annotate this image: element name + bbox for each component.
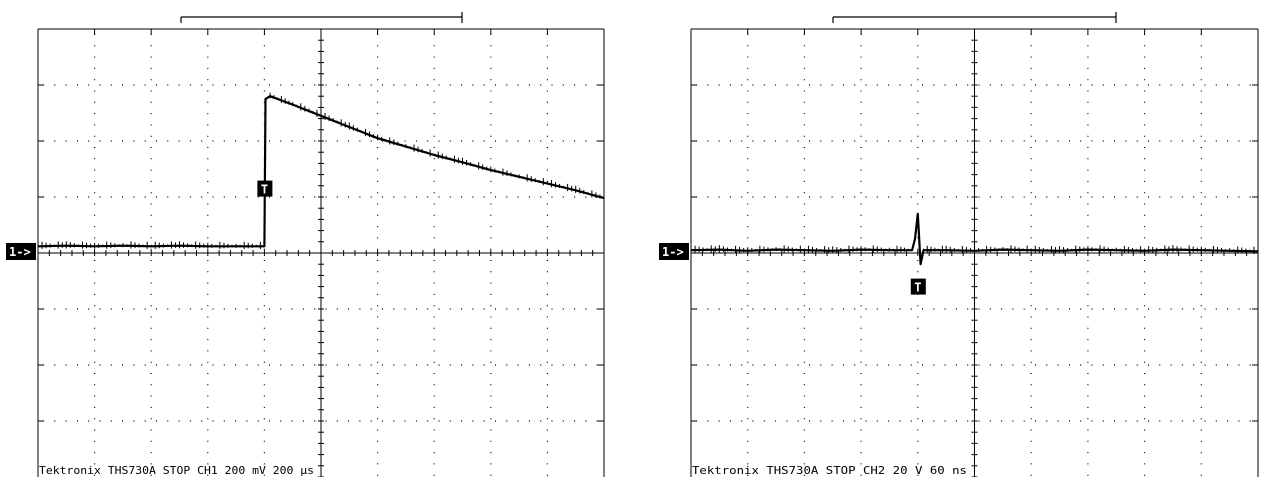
channel-marker: 1->: [659, 243, 689, 260]
trigger-marker: T: [257, 180, 273, 197]
channel-marker-box: [659, 243, 689, 260]
channel-marker-label: 1->: [9, 245, 31, 259]
channel-marker: 1->: [6, 243, 36, 260]
status-readout: Tektronix THS730A STOP CH1 200 mV 200 µs: [39, 465, 314, 477]
trigger-marker-label: T: [261, 183, 268, 197]
status-readout: Tektronix THS730A STOP CH2 20 V 60 ns: [692, 465, 967, 477]
oscilloscope-panel-ch1: 1-> T Tektronix THS730A STOP CH1 200 mV 20…: [6, 12, 605, 477]
trigger-marker-label: T: [914, 281, 921, 295]
channel-marker-label: 1->: [662, 245, 684, 259]
oscilloscope-panel-ch2: 1-> T Tektronix THS730A STOP CH2 20 V 60 n…: [659, 12, 1259, 477]
trigger-marker-box: [257, 180, 273, 197]
channel-marker-box: [6, 243, 36, 260]
trigger-marker: T: [910, 278, 926, 295]
trigger-marker-box: [910, 278, 926, 295]
